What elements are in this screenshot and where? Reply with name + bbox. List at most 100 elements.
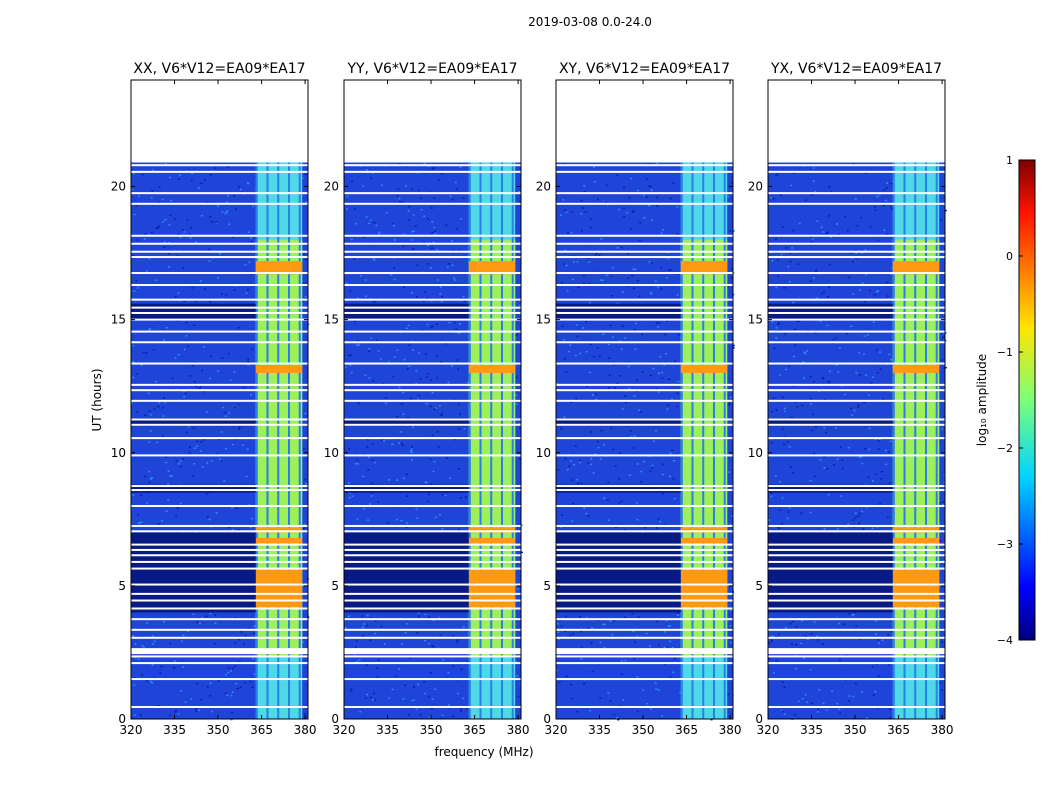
flagged-row [556,306,733,309]
flagged-row [768,548,945,551]
rfi-hot-row [255,261,303,275]
flagged-row [344,242,521,245]
y-tick-label: 5 [118,579,126,593]
flagged-row [344,311,521,314]
figure-suptitle: 2019-03-08 0.0-24.0 [528,15,652,29]
dark-band [556,303,681,320]
flagged-row [344,234,521,237]
rfi-gap-stripe [468,162,471,720]
flagged-row [768,170,945,173]
flagged-row [131,662,308,665]
flagged-row [344,655,521,658]
flagged-row [131,170,308,173]
flagged-row [344,437,521,440]
flagged-row [556,567,733,570]
y-tick-label: 5 [331,579,339,593]
rfi-hot-row [680,527,728,533]
flagged-row [344,306,521,309]
flagged-row [131,567,308,570]
y-tick-label: 15 [536,313,551,327]
rfi-hot-row [680,364,728,373]
panel-0: XX, V6*V12=EA09*EA17 320 335 350 365 380 0 5 10 1… [111,61,317,737]
flagged-row [131,298,308,301]
flagged-row [768,418,945,421]
flagged-row [556,399,733,402]
flagged-row [768,489,945,492]
dark-band [768,484,893,493]
flagged-row [344,618,521,621]
flagged-row [344,192,521,195]
flagged-row [344,284,521,287]
flagged-row [556,560,733,563]
flagged-row [344,489,521,492]
flagged-row [556,583,733,586]
y-tick-label: 15 [324,313,339,327]
flagged-row [131,330,308,333]
flagged-row [768,242,945,245]
dark-band [768,303,893,320]
flagged-row [344,567,521,570]
flagged-row [131,554,308,557]
flagged-row [556,543,733,546]
flagged-row [131,560,308,563]
panels-group: XX, V6*V12=EA09*EA17 320 335 350 365 380 0 5 10 1… [111,61,954,737]
x-tick-label: 350 [207,723,230,737]
x-tick-label: 365 [250,723,273,737]
flagged-row [768,330,945,333]
flagged-row [131,485,308,488]
rfi-gap-stripe [935,162,938,720]
flagged-row [768,272,945,275]
rfi-hot-row [255,537,303,544]
rfi-gap-stripe [266,162,269,720]
flagged-row [556,234,733,237]
flagged-row [344,530,521,533]
panel-2: XY, V6*V12=EA09*EA17 320 335 350 365 380 0 5 10 1… [536,61,742,737]
x-tick-label: 320 [120,723,143,737]
flagged-row [131,242,308,245]
flagged-row [768,192,945,195]
flagged-row [556,454,733,457]
flagged-row [344,454,521,457]
flagged-row [131,389,308,392]
x-tick-label: 365 [675,723,698,737]
flagged-row [344,554,521,557]
flagged-row [768,560,945,563]
flagged-row [768,423,945,426]
dark-band [344,418,469,427]
flagged-row [556,318,733,321]
flagged-row [131,530,308,533]
dark-band [768,418,893,427]
flagged-row [768,678,945,681]
x-tick-label: 380 [719,723,742,737]
flagged-row [344,362,521,365]
y-tick-label: 0 [331,712,339,726]
rfi-hot-row [468,537,516,544]
colorbar-tick-label: −3 [997,538,1013,551]
flagged-row [768,592,945,595]
flagged-row [556,202,733,205]
flagged-row [344,560,521,563]
flagged-row [344,330,521,333]
flagged-row [556,554,733,557]
flagged-row [556,437,733,440]
flagged-row [768,662,945,665]
dark-band [556,484,681,493]
panel-title: YX, V6*V12=EA09*EA17 [770,61,942,77]
y-axis-label: UT (hours) [90,368,104,431]
flagged-row [768,505,945,507]
y-tick-label: 20 [324,180,339,194]
dark-band [556,418,681,427]
flagged-row [556,383,733,386]
flagged-row [768,311,945,314]
rfi-hot-row [255,364,303,373]
rfi-gap-stripe [680,162,683,720]
panel-title: XX, V6*V12=EA09*EA17 [133,61,305,77]
rfi-gap-stripe [702,162,705,720]
rfi-gap-stripe [479,162,482,720]
rfi-gap-stripe [691,162,694,720]
dark-band [556,532,681,613]
x-tick-label: 380 [294,723,317,737]
flagged-row [131,655,308,658]
rfi-gap-stripe [712,162,715,720]
